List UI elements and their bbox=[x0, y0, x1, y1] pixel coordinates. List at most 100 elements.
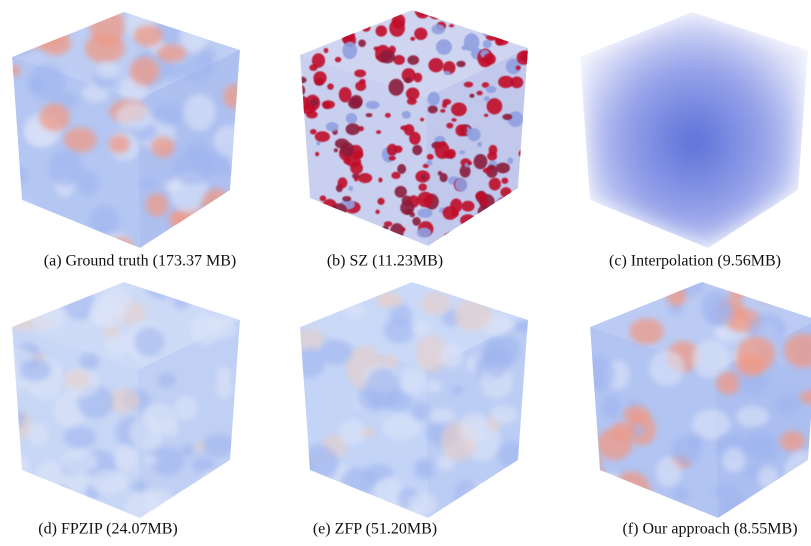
texture bbox=[427, 154, 434, 160]
texture bbox=[90, 6, 125, 47]
texture bbox=[421, 175, 426, 180]
texture bbox=[49, 149, 83, 186]
texture bbox=[495, 10, 507, 22]
texture bbox=[580, 286, 613, 306]
texture bbox=[305, 199, 313, 209]
texture bbox=[455, 124, 467, 136]
texture bbox=[226, 282, 241, 296]
texture bbox=[379, 50, 395, 63]
texture bbox=[523, 15, 531, 24]
texture bbox=[375, 25, 387, 36]
texture bbox=[400, 126, 408, 131]
texture bbox=[89, 470, 128, 494]
texture bbox=[354, 177, 359, 181]
texture bbox=[454, 298, 491, 332]
texture bbox=[499, 217, 508, 223]
texture bbox=[146, 193, 168, 216]
texture bbox=[745, 429, 773, 454]
texture bbox=[447, 16, 452, 19]
texture bbox=[715, 329, 729, 338]
texture bbox=[623, 406, 650, 424]
texture bbox=[382, 414, 421, 440]
texture bbox=[36, 16, 66, 44]
texture bbox=[666, 285, 686, 307]
texture bbox=[784, 491, 811, 523]
texture bbox=[780, 431, 805, 452]
texture bbox=[486, 18, 492, 22]
texture bbox=[672, 487, 689, 501]
texture bbox=[432, 24, 445, 34]
texture bbox=[151, 137, 174, 158]
texture bbox=[313, 28, 324, 39]
texture bbox=[174, 151, 212, 185]
texture bbox=[56, 18, 71, 32]
texture bbox=[163, 62, 184, 80]
texture bbox=[338, 177, 348, 188]
texture bbox=[174, 395, 198, 420]
texture bbox=[30, 300, 65, 331]
texture bbox=[459, 150, 465, 154]
texture bbox=[334, 148, 338, 152]
texture bbox=[513, 191, 528, 204]
texture bbox=[4, 20, 35, 56]
texture bbox=[389, 156, 396, 161]
texture bbox=[455, 178, 467, 192]
texture bbox=[354, 70, 366, 78]
texture bbox=[603, 289, 620, 306]
texture bbox=[350, 162, 363, 175]
texture bbox=[200, 48, 216, 66]
texture bbox=[201, 188, 232, 223]
texture bbox=[649, 350, 684, 386]
texture bbox=[592, 468, 606, 484]
texture bbox=[492, 31, 506, 40]
texture bbox=[202, 434, 236, 457]
texture bbox=[314, 237, 321, 245]
texture bbox=[520, 457, 533, 470]
texture bbox=[442, 233, 455, 248]
texture bbox=[757, 466, 778, 489]
texture bbox=[337, 216, 343, 221]
texture bbox=[340, 142, 354, 156]
texture bbox=[90, 206, 119, 237]
texture bbox=[409, 493, 437, 516]
texture bbox=[388, 511, 401, 521]
texture bbox=[8, 165, 26, 186]
texture bbox=[191, 314, 221, 345]
texture bbox=[482, 29, 492, 36]
texture bbox=[420, 12, 424, 16]
texture bbox=[203, 470, 221, 482]
texture bbox=[355, 81, 366, 91]
texture bbox=[448, 231, 454, 237]
texture bbox=[505, 512, 519, 521]
texture bbox=[340, 4, 352, 19]
texture bbox=[69, 274, 88, 292]
texture bbox=[496, 197, 509, 209]
texture bbox=[385, 113, 391, 118]
texture bbox=[507, 157, 513, 164]
texture bbox=[202, 212, 237, 240]
texture bbox=[339, 87, 352, 102]
texture bbox=[202, 232, 220, 243]
texture bbox=[346, 123, 360, 135]
texture bbox=[400, 201, 414, 215]
texture bbox=[330, 237, 340, 243]
texture bbox=[310, 98, 318, 106]
texture bbox=[443, 206, 458, 220]
texture bbox=[304, 32, 311, 40]
texture bbox=[446, 123, 453, 129]
texture bbox=[383, 225, 389, 230]
texture bbox=[475, 487, 493, 506]
volume-rendering bbox=[1, 3, 247, 261]
texture bbox=[418, 183, 427, 191]
texture bbox=[415, 3, 431, 19]
texture bbox=[404, 77, 411, 83]
texture bbox=[339, 420, 366, 445]
texture bbox=[483, 53, 495, 65]
texture bbox=[412, 322, 431, 336]
texture bbox=[365, 368, 400, 410]
volume-rendering bbox=[576, 270, 811, 533]
texture bbox=[483, 40, 492, 48]
texture bbox=[337, 235, 348, 242]
texture bbox=[613, 471, 651, 516]
texture bbox=[498, 215, 504, 220]
